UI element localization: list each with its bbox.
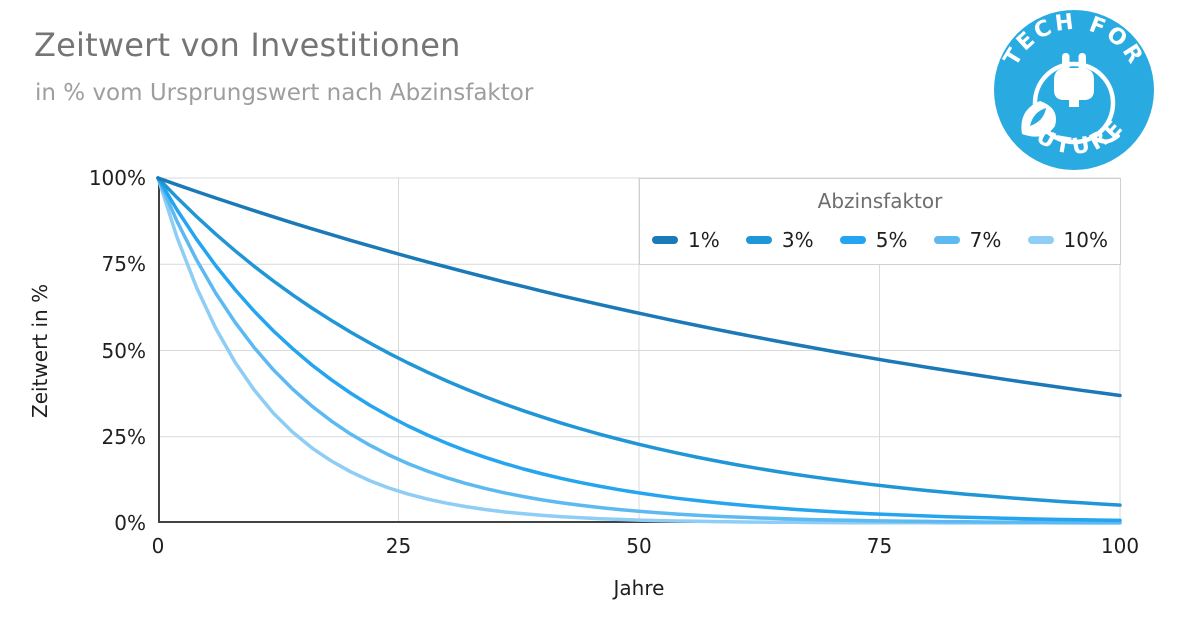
legend-marker [745,236,772,244]
legend: Abzinsfaktor 1% 3% 5% 7% 10% [639,178,1121,265]
legend-items: 1% 3% 5% 7% 10% [640,228,1120,252]
x-tick-label: 100 [1100,534,1140,558]
x-tick-label: 50 [626,534,652,558]
legend-item-10%: 10% [1027,228,1108,252]
y-tick-label: 0% [114,511,146,535]
legend-item-label: 3% [781,228,814,252]
y-tick-label: 25% [101,424,146,449]
legend-marker [839,236,866,244]
legend-marker [652,236,678,244]
y-axis-title: Zeitwert in % [28,283,52,418]
legend-title: Abzinsfaktor [817,189,943,213]
legend-marker [1027,236,1054,244]
y-tick-label: 75% [101,252,146,277]
legend-item-7%: 7% [933,228,1002,252]
legend-item-3%: 3% [745,228,814,252]
legend-item-1%: 1% [652,228,720,252]
page-subtitle: in % vom Ursprungswert nach Abzinsfaktor [35,80,534,106]
legend-item-label: 10% [1063,228,1108,252]
series-line-5% [156,176,1122,523]
x-tick-label: 75 [866,534,893,558]
series-line-3% [156,176,1122,507]
x-tick-label: 25 [385,534,412,558]
power-cord-icon [1032,61,1120,145]
leaf-icon [1021,101,1056,137]
legend-item-label: 1% [688,228,720,252]
legend-item-label: 5% [875,228,908,252]
tech-for-future-logo: TECH FOR FUTURE [994,9,1154,170]
plug-icon [1054,53,1094,107]
legend-marker [933,236,960,244]
series-line-1% [156,176,1122,398]
y-tick-label: 100% [88,166,146,190]
legend-item-label: 7% [969,228,1002,252]
page-title: Zeitwert von Investitionen [34,26,461,64]
series-line-7% [156,176,1122,525]
x-tick-label: 0 [151,534,165,558]
x-axis-title: Jahre [613,576,665,600]
legend-item-5%: 5% [839,228,908,252]
y-tick-label: 50% [101,338,146,363]
